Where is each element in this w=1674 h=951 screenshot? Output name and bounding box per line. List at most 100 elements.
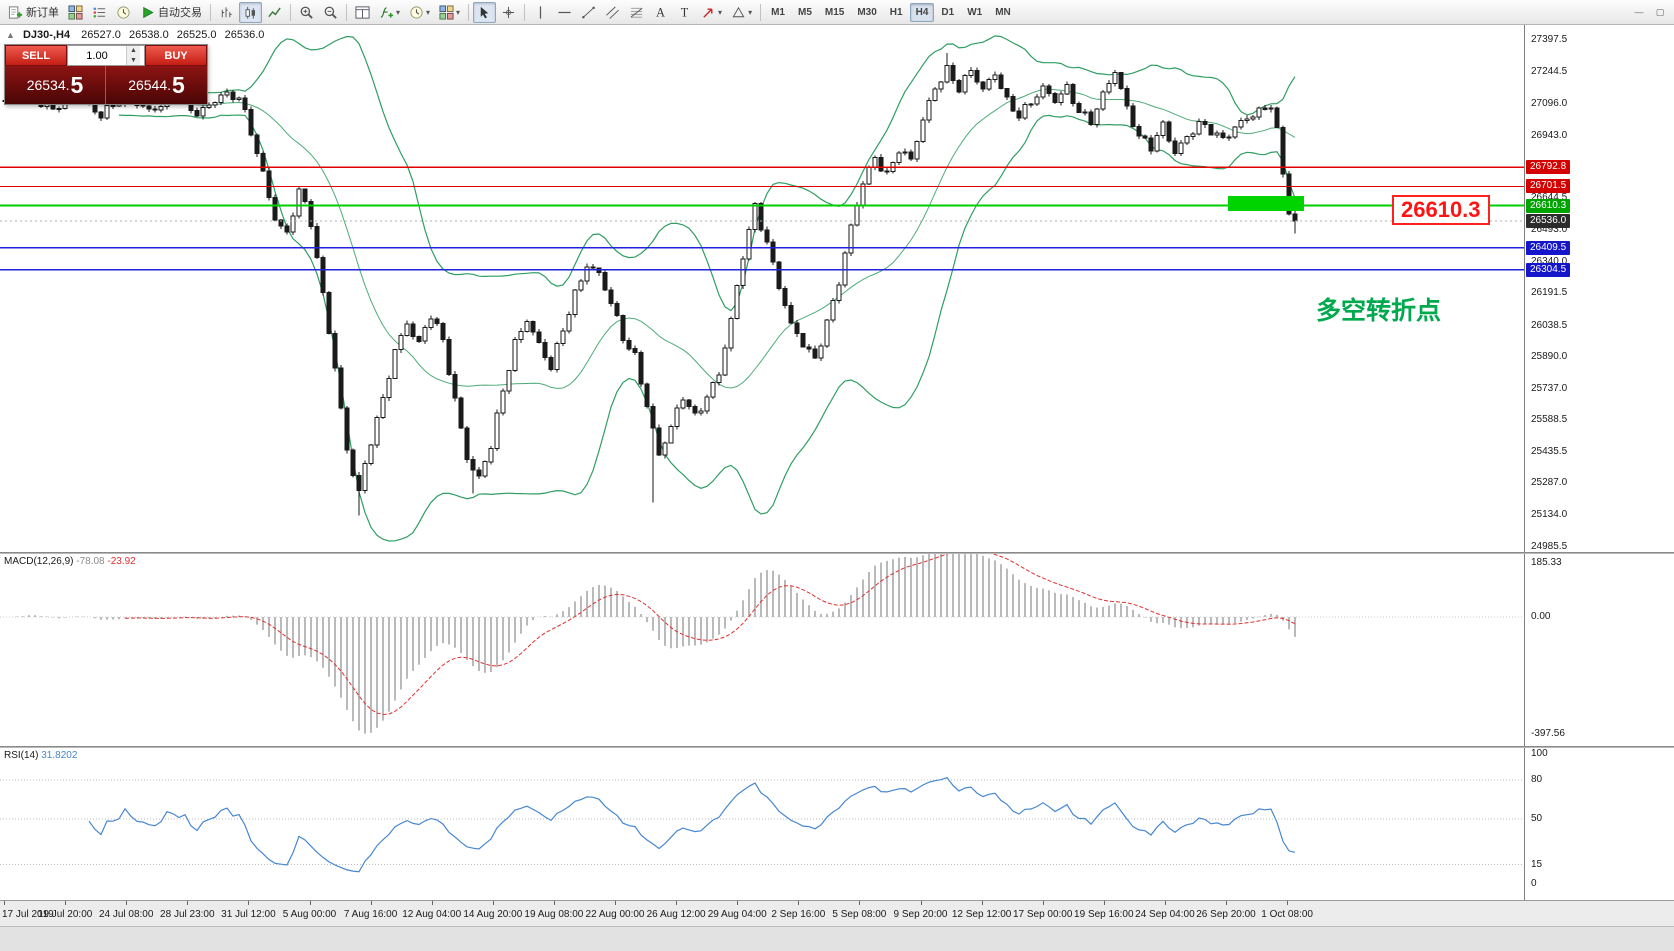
new-order-button[interactable]: 新订单 — [4, 2, 63, 23]
buy-button[interactable]: BUY — [145, 45, 207, 66]
macd-axis-label: 0.00 — [1531, 611, 1551, 623]
timeframe-mn[interactable]: MN — [995, 6, 1011, 18]
shapes-button[interactable]: ▾ — [727, 2, 756, 23]
one-click-collapse-icon[interactable]: ▲ — [6, 30, 15, 40]
time-tick — [492, 901, 494, 905]
rsi-axis-label: 15 — [1531, 858, 1543, 870]
neworder-icon — [8, 5, 23, 20]
main-chart-pane[interactable]: ▲ DJ30-,H4 26527.0 26538.0 26525.0 26536… — [0, 25, 1524, 552]
equidistant-channel-button[interactable] — [601, 2, 624, 23]
candlestick-plot[interactable] — [0, 25, 1524, 552]
time-tick — [798, 901, 800, 905]
pane-separator[interactable] — [0, 746, 1674, 748]
time-axis-label: 5 Aug 00:00 — [282, 909, 337, 920]
trend-icon — [581, 5, 596, 20]
symbol-period-label: DJ30-,H4 — [22, 29, 71, 41]
horizontal-line-button[interactable] — [553, 2, 576, 23]
window-minimize-button[interactable]: — — [1634, 7, 1644, 17]
trendline-button[interactable] — [577, 2, 600, 23]
buy-price[interactable]: 26544. 5 — [106, 66, 207, 104]
text-button[interactable] — [649, 2, 672, 23]
macd-main-value: -78.08 — [76, 556, 105, 567]
time-tick — [187, 901, 189, 905]
clock-icon — [116, 5, 131, 20]
auto-trading-button[interactable]: 自动交易 — [136, 2, 206, 23]
fibonacci-button[interactable] — [625, 2, 648, 23]
time-tick — [248, 901, 250, 905]
zoom-in-button[interactable] — [295, 2, 318, 23]
pane-separator[interactable] — [0, 552, 1674, 554]
time-axis-label: 29 Aug 04:00 — [707, 909, 767, 920]
sell-button[interactable]: SELL — [5, 45, 67, 66]
profiles-button[interactable] — [64, 2, 87, 23]
timeframe-h4[interactable]: H4 — [909, 2, 935, 22]
cursor-icon — [477, 5, 492, 20]
text-label-button[interactable] — [673, 2, 696, 23]
vertical-line-button[interactable] — [529, 2, 552, 23]
timeframe-m30[interactable]: M30 — [857, 6, 877, 18]
price-callout-label[interactable]: 26610.3 — [1392, 195, 1490, 225]
price-axis-label: 26340.0 — [1531, 256, 1568, 268]
indicators-button[interactable]: ▾ — [375, 2, 404, 23]
macd-pane[interactable]: MACD(12,26,9) -78.08 -23.92 — [0, 554, 1524, 746]
price-axis-label: 25134.0 — [1531, 509, 1568, 521]
channel-icon — [605, 5, 620, 20]
ohlc-low: 26525.0 — [176, 29, 217, 41]
price-axis-label: 25435.5 — [1531, 446, 1568, 458]
time-tick — [1226, 901, 1227, 905]
toolbar: 新订单 自动交易 ▾ ▾ ▾ ▾ ▾ M1 M5 M15 M30 H1 H4 D1 W1 MN — ▢ — [0, 0, 1674, 25]
timeframe-m15[interactable]: M15 — [824, 6, 845, 18]
macd-signal-value: -23.92 — [107, 556, 136, 567]
price-axis-label: 25588.5 — [1531, 414, 1568, 426]
time-axis-label: 12 Sep 12:00 — [951, 909, 1012, 920]
price-axis-label: 27397.5 — [1531, 34, 1568, 46]
line-chart-button[interactable] — [263, 2, 286, 23]
bar-chart-button[interactable] — [215, 2, 238, 23]
tile-windows-button[interactable] — [351, 2, 374, 23]
dropdown-arrow-icon: ▾ — [426, 7, 431, 17]
rsi-axis-label: 80 — [1531, 774, 1543, 785]
toolbar-separator — [524, 3, 526, 21]
time-axis[interactable]: 17 Jul 2019 19 Jul 20:00 24 Jul 08:00 28 Ju… — [0, 900, 1674, 926]
periods-button[interactable]: ▾ — [405, 2, 434, 23]
volume-stepper[interactable]: ▲ ▼ — [67, 45, 145, 66]
time-axis-label: 7 Aug 16:00 — [343, 909, 398, 920]
cursor-button[interactable] — [473, 1, 497, 23]
rsi-pane[interactable]: RSI(14) 31.8202 — [0, 748, 1524, 900]
market-watch-button[interactable] — [88, 2, 111, 23]
price-axis-label: 26943.0 — [1531, 129, 1568, 141]
text-icon — [653, 5, 668, 20]
indicator-icon — [379, 5, 394, 20]
volume-down-icon[interactable]: ▼ — [127, 55, 140, 65]
candlestick-chart-button[interactable] — [239, 1, 262, 23]
time-axis-label: 17 Jul 2019 — [2, 909, 54, 920]
hline-icon — [557, 5, 572, 20]
macd-plot[interactable] — [0, 554, 1524, 746]
timeframe-m1[interactable]: M1 — [771, 6, 785, 18]
timeframe-h1[interactable]: H1 — [889, 6, 903, 18]
price-axis-label: 24985.5 — [1531, 540, 1568, 552]
zoomin-icon — [299, 5, 314, 20]
chart-note-text[interactable]: 多空转折点 — [1316, 297, 1442, 325]
zoom-out-button[interactable] — [319, 2, 342, 23]
sell-price[interactable]: 26534. 5 — [5, 66, 106, 104]
timeframe-d1[interactable]: D1 — [941, 6, 955, 18]
timeframe-w1[interactable]: W1 — [967, 6, 983, 18]
price-axis[interactable]: 27397.5 27244.5 27096.0 26943.0 26644.5 26493… — [1524, 25, 1674, 900]
history-center-button[interactable] — [112, 2, 135, 23]
arrows-button[interactable]: ▾ — [697, 2, 726, 23]
time-axis-label: 26 Sep 20:00 — [1196, 909, 1256, 920]
volume-input[interactable] — [68, 46, 126, 65]
volume-up-icon[interactable]: ▲ — [127, 46, 140, 56]
rsi-plot[interactable] — [0, 748, 1524, 900]
rsi-value: 31.8202 — [41, 750, 78, 761]
crosshair-button[interactable] — [497, 2, 520, 23]
time-tick — [126, 901, 128, 905]
time-axis-label: 17 Sep 00:00 — [1012, 909, 1073, 920]
timeframe-m5[interactable]: M5 — [797, 6, 812, 18]
arrow-icon — [701, 5, 716, 20]
templates-button[interactable]: ▾ — [435, 2, 464, 23]
time-axis-label: 1 Oct 08:00 — [1261, 909, 1313, 920]
dropdown-arrow-icon: ▾ — [456, 7, 461, 17]
window-restore-button[interactable]: ▢ — [1655, 6, 1665, 17]
